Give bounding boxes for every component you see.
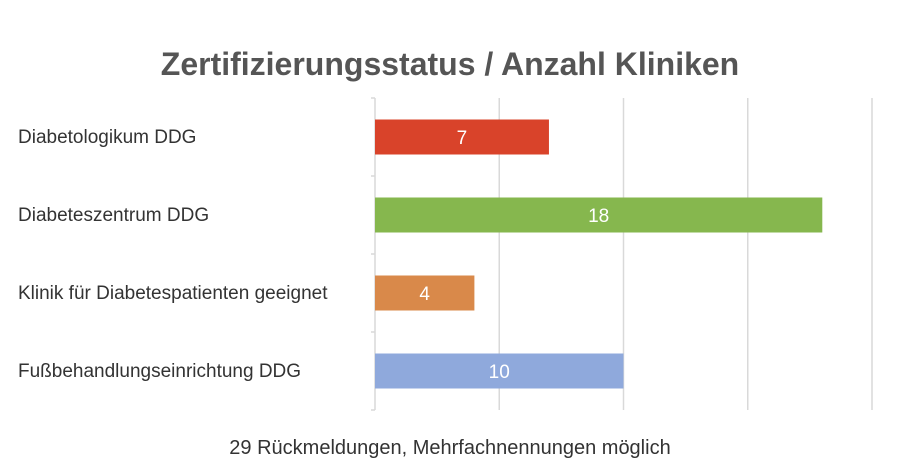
data-label: 7 xyxy=(457,128,468,149)
category-label: Fußbehandlungseinrichtung DDG xyxy=(18,361,301,382)
bar xyxy=(375,353,624,389)
chart-footnote: 29 Rückmeldungen, Mehrfachnennungen mögl… xyxy=(229,437,670,459)
data-label: 10 xyxy=(489,362,510,383)
category-label: Klinik für Diabetespatienten geeignet xyxy=(18,283,328,304)
bar xyxy=(375,275,475,311)
bars: 7 18 4 10 xyxy=(375,119,823,389)
category-label: Diabetologikum DDG xyxy=(18,127,196,148)
data-label: 4 xyxy=(419,284,430,305)
category-axis xyxy=(371,97,376,411)
bar xyxy=(375,119,549,155)
chart-title: Zertifizierungsstatus / Anzahl Kliniken xyxy=(161,46,739,82)
bar xyxy=(375,197,823,233)
data-label: 18 xyxy=(588,206,609,227)
category-label: Diabeteszentrum DDG xyxy=(18,205,209,226)
category-labels: Diabetologikum DDG Diabeteszentrum DDG Kli… xyxy=(18,127,328,382)
